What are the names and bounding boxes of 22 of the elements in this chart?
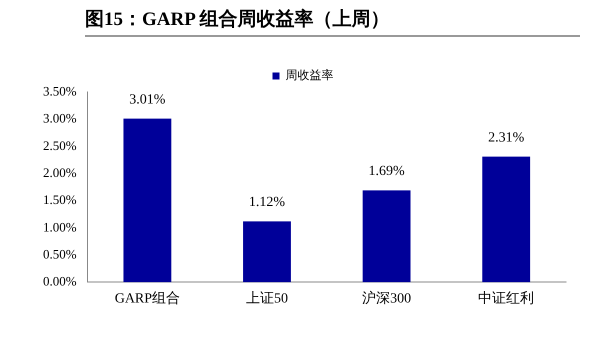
chart-title: 图15：GARP 组合周收益率（上周） — [85, 6, 580, 37]
y-tick-label: 3.00% — [42, 110, 77, 126]
y-tick-label: 0.00% — [42, 274, 77, 289]
y-tick-label: 1.50% — [42, 192, 77, 208]
y-tick-label: 2.50% — [42, 138, 77, 153]
data-label: 3.01% — [129, 92, 166, 108]
bar — [362, 190, 411, 282]
legend-label: 周收益率 — [286, 68, 334, 82]
bar — [123, 118, 172, 282]
y-tick-label: 0.50% — [42, 246, 77, 262]
bar — [482, 156, 530, 282]
x-tick-label: 沪深300 — [362, 290, 412, 306]
bar — [243, 221, 291, 282]
x-tick-label: GARP组合 — [114, 290, 180, 306]
y-tick-label: 1.00% — [42, 219, 77, 234]
y-tick-label: 3.50% — [42, 83, 77, 98]
y-tick-label: 2.00% — [42, 164, 77, 180]
x-tick-label: 上证50 — [246, 290, 288, 306]
data-label: 1.12% — [248, 195, 286, 210]
data-label: 2.31% — [488, 130, 525, 146]
data-label: 1.69% — [368, 164, 406, 180]
x-tick-label: 中证红利 — [478, 290, 534, 306]
